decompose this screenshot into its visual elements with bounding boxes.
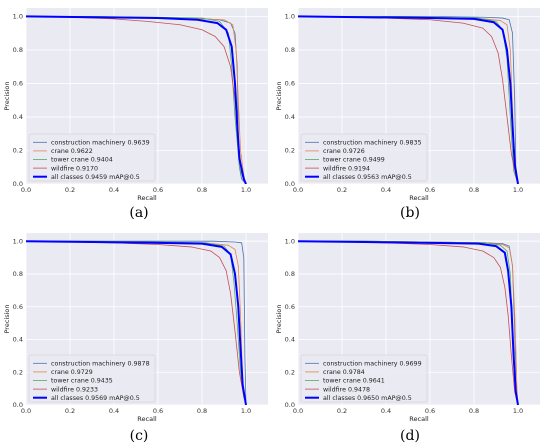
series-line: [26, 240, 247, 405]
y-axis-label: Precision: [3, 81, 11, 110]
legend-label: wildfire 0.9170: [51, 165, 98, 172]
chart-panel: 0.0 0.2 0.4 0.6 0.8 1.0 0.0 0.2 0.4 0.6 0.8 1.0 Reca…: [275, 8, 540, 202]
y-tick-label: 0.6: [13, 303, 23, 311]
y-tick-label: 1.0: [285, 13, 295, 21]
panel-caption: (a): [129, 205, 148, 221]
x-tick-label: 1.0: [241, 186, 251, 194]
x-axis-label: Recall: [409, 415, 429, 423]
y-tick-label: 0.8: [285, 270, 295, 278]
x-tick-label: 0.4: [381, 186, 391, 194]
legend-label: crane 0.9622: [51, 148, 93, 155]
y-tick-label: 1.0: [13, 13, 23, 21]
y-tick-label: 0.8: [13, 46, 23, 54]
y-tick-label: 0.4: [13, 113, 23, 121]
y-tick-label: 0.0: [13, 180, 23, 188]
series-line: [298, 15, 519, 184]
y-tick-label: 0.0: [285, 180, 295, 188]
x-tick-label: 0.0: [293, 186, 303, 194]
panel-caption: (d): [400, 428, 420, 444]
legend-box: [28, 354, 156, 403]
legend-label: tower crane 0.9404: [51, 157, 113, 164]
x-tick-label: 0.2: [337, 407, 347, 415]
chart-panel: 0.0 0.2 0.4 0.6 0.8 1.0 0.0 0.2 0.4 0.6 0.8 1.0 Reca…: [275, 233, 540, 423]
legend-label: all classes 0.9650 mAP@0.5: [323, 394, 412, 402]
x-tick-label: 1.0: [241, 407, 251, 415]
x-axis-label: Recall: [137, 194, 157, 202]
legend-box: [28, 133, 156, 182]
panel-caption: (c): [130, 428, 149, 444]
y-tick-label: 0.6: [13, 80, 23, 88]
legend-label: all classes 0.9563 mAP@0.5: [323, 173, 412, 181]
y-tick-label: 1.0: [13, 237, 23, 245]
x-tick-label: 0.0: [293, 407, 303, 415]
y-tick-label: 0.6: [285, 303, 295, 311]
legend-label: wildfire 0.9233: [51, 386, 98, 393]
series-line: [26, 15, 247, 184]
x-tick-label: 0.0: [21, 407, 31, 415]
y-axis-label: Precision: [275, 81, 283, 110]
y-tick-label: 0.2: [13, 147, 23, 155]
legend-label: all classes 0.9459 mAP@0.5: [51, 173, 140, 181]
legend-label: all classes 0.9569 mAP@0.5: [51, 394, 140, 402]
x-tick-label: 0.6: [153, 186, 163, 194]
y-tick-label: 0.8: [13, 270, 23, 278]
y-axis-label: Precision: [275, 304, 283, 333]
legend-label: wildfire 0.9478: [323, 386, 370, 393]
x-tick-label: 0.6: [153, 407, 163, 415]
x-tick-label: 1.0: [513, 407, 523, 415]
legend-label: construction machinery 0.9835: [323, 140, 422, 147]
x-tick-label: 0.4: [109, 186, 119, 194]
legend-label: wildfire 0.9194: [323, 165, 370, 172]
legend-label: construction machinery 0.9878: [51, 361, 150, 368]
y-axis-label: Precision: [3, 304, 11, 333]
legend-label: crane 0.9784: [323, 369, 365, 376]
series-line: [298, 240, 519, 405]
x-tick-label: 0.6: [425, 186, 435, 194]
x-tick-label: 0.8: [469, 407, 479, 415]
x-tick-label: 0.8: [469, 186, 479, 194]
x-tick-label: 0.2: [65, 186, 75, 194]
y-tick-label: 0.0: [13, 401, 23, 409]
x-tick-label: 0.8: [197, 407, 207, 415]
legend-box: [300, 133, 428, 182]
x-tick-label: 0.8: [197, 186, 207, 194]
y-tick-label: 0.2: [13, 368, 23, 376]
x-tick-label: 0.2: [337, 186, 347, 194]
y-tick-label: 0.8: [285, 46, 295, 54]
x-tick-label: 1.0: [513, 186, 523, 194]
y-tick-label: 0.2: [285, 147, 295, 155]
chart-panel: 0.0 0.2 0.4 0.6 0.8 1.0 0.0 0.2 0.4 0.6 0.8 1.0 Reca…: [3, 233, 268, 423]
legend-label: tower crane 0.9435: [51, 378, 113, 385]
x-tick-label: 0.2: [65, 407, 75, 415]
x-tick-label: 0.0: [21, 186, 31, 194]
x-axis-label: Recall: [137, 415, 157, 423]
legend-box: [300, 354, 428, 403]
y-tick-label: 0.6: [285, 80, 295, 88]
legend-label: construction machinery 0.9699: [323, 361, 422, 368]
panel-caption: (b): [400, 205, 420, 221]
legend-label: construction machinery 0.9639: [51, 140, 150, 147]
series-line: [298, 15, 519, 184]
legend-label: crane 0.9726: [323, 148, 365, 155]
x-tick-label: 0.6: [425, 407, 435, 415]
legend-label: crane 0.9729: [51, 369, 93, 376]
y-tick-label: 0.4: [285, 113, 295, 121]
y-tick-label: 0.4: [285, 336, 295, 344]
x-tick-label: 0.4: [109, 407, 119, 415]
legend-label: tower crane 0.9499: [323, 157, 385, 164]
y-tick-label: 0.2: [285, 368, 295, 376]
y-tick-label: 1.0: [285, 237, 295, 245]
y-tick-label: 0.0: [285, 401, 295, 409]
legend-label: tower crane 0.9641: [323, 378, 385, 385]
y-tick-label: 0.4: [13, 336, 23, 344]
x-axis-label: Recall: [409, 194, 429, 202]
chart-panel: 0.0 0.2 0.4 0.6 0.8 1.0 0.0 0.2 0.4 0.6 0.8 1.0 Reca…: [3, 8, 268, 202]
x-tick-label: 0.4: [381, 407, 391, 415]
